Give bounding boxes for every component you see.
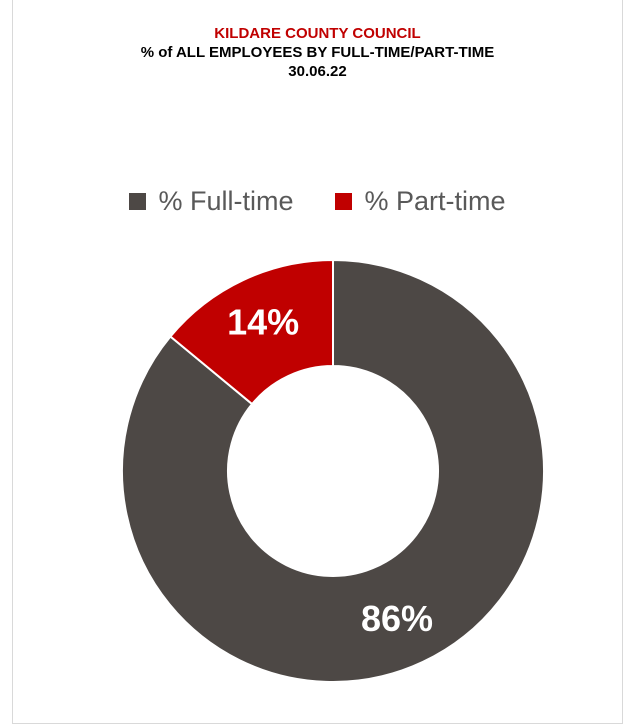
data-label-full-time: 86%: [361, 598, 433, 639]
data-label-part-time: 14%: [227, 302, 299, 343]
chart-title-line-3: 30.06.22: [288, 63, 347, 80]
legend-swatch-full-time: [129, 193, 147, 210]
slice-part-time: [169, 258, 334, 406]
chart-title-line-2: % of ALL EMPLOYEES BY FULL-TIME/PART-TIM…: [140, 44, 495, 61]
chart-frame: [12, 0, 623, 724]
slice-full-time: [121, 258, 545, 683]
chart-title-line-1: KILDARE COUNTY COUNCIL: [214, 25, 421, 42]
chart-title-block: KILDARE COUNTY COUNCIL % of ALL EMPLOYEE…: [12, 24, 623, 81]
legend-item-full-time: % Full-time: [129, 186, 293, 217]
legend-label-part-time: % Part-time: [364, 186, 506, 216]
chart-legend: % Full-time % Part-time: [12, 186, 623, 217]
legend-item-part-time: % Part-time: [335, 186, 506, 217]
legend-label-full-time: % Full-time: [158, 186, 294, 216]
legend-swatch-part-time: [335, 193, 353, 210]
